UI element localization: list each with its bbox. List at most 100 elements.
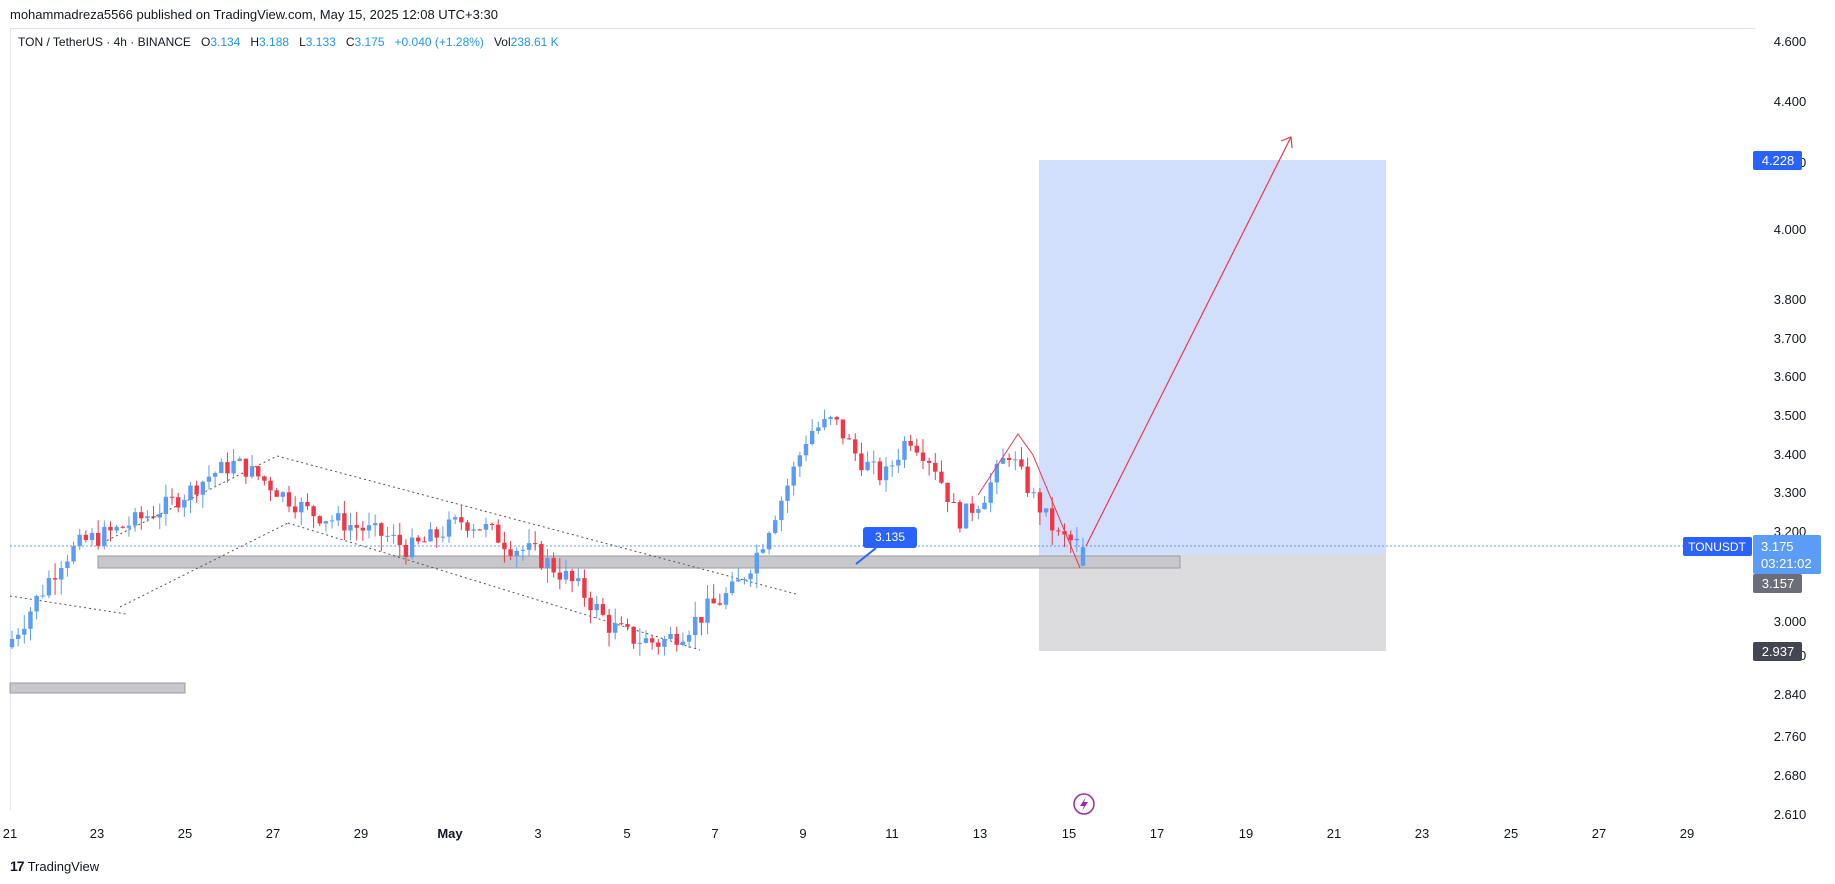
candle-body xyxy=(508,549,513,556)
price-tick: 4.400 xyxy=(1774,94,1807,109)
candle-body xyxy=(342,513,347,531)
candle-body xyxy=(243,458,249,477)
candle-body xyxy=(779,500,784,521)
candle-body xyxy=(840,419,846,439)
candle-body xyxy=(151,516,156,518)
tradingview-footer[interactable]: 17 TradingView xyxy=(10,858,99,874)
candle-body xyxy=(1043,508,1049,513)
candle-body xyxy=(219,462,224,474)
candle-body xyxy=(317,516,322,524)
candle-body xyxy=(526,543,532,550)
candle-body xyxy=(59,567,64,580)
last-price-label: 3.175 03:21:02 xyxy=(1753,535,1821,574)
legend-symbol[interactable]: TON / TetherUS · 4h · BINANCE xyxy=(18,35,191,49)
projection-arrow[interactable] xyxy=(1085,136,1292,547)
candle-body xyxy=(686,635,692,642)
candle-body xyxy=(496,524,501,543)
legend-high-label: H xyxy=(250,35,260,49)
candle-body xyxy=(963,503,969,529)
lightning-icon[interactable] xyxy=(1073,793,1095,815)
time-tick: 21 xyxy=(1327,826,1341,841)
tradingview-logo-icon: 17 xyxy=(10,858,25,874)
stop-zone[interactable] xyxy=(1039,555,1386,651)
candle-body xyxy=(22,628,27,635)
price-tick: 3.400 xyxy=(1774,447,1807,462)
candle-body xyxy=(717,603,723,605)
price-tick: 2.840 xyxy=(1774,687,1807,702)
price-tick: 3.500 xyxy=(1774,408,1807,423)
candle-body xyxy=(372,523,378,526)
candle-body xyxy=(766,532,772,550)
support-zone-lower[interactable] xyxy=(9,682,186,694)
legend-high: 3.188 xyxy=(259,35,290,49)
candle-body xyxy=(643,638,649,643)
candle-body xyxy=(422,541,427,543)
price-tick: 3.000 xyxy=(1774,614,1807,629)
svg-text:TONUSDT: TONUSDT xyxy=(1688,540,1746,554)
svg-text:2.937: 2.937 xyxy=(1762,644,1795,659)
channel-lines[interactable] xyxy=(9,455,797,651)
candle-body xyxy=(662,639,667,647)
time-tick: 19 xyxy=(1239,826,1253,841)
price-callout[interactable]: 3.135 xyxy=(855,527,917,565)
candle-body xyxy=(274,490,279,497)
support-zone-upper[interactable] xyxy=(97,555,1181,569)
candle-body xyxy=(1080,547,1086,566)
candle-body xyxy=(34,595,39,612)
candle-body xyxy=(145,516,150,519)
candle-body xyxy=(46,578,52,596)
candle-body xyxy=(157,513,162,518)
legend-open: 3.134 xyxy=(210,35,241,49)
candle-body xyxy=(637,642,643,644)
zigzag-line[interactable] xyxy=(977,433,1081,569)
candle-body xyxy=(114,526,119,531)
candle-body xyxy=(569,570,575,582)
candle-body xyxy=(1074,538,1080,541)
price-axis[interactable]: 4.6004.4004.2004.0003.8003.7003.6003.500… xyxy=(1774,34,1807,822)
candle-body xyxy=(551,557,556,573)
candle-body xyxy=(249,466,255,477)
candle-body xyxy=(169,496,175,498)
price-tick: 3.600 xyxy=(1774,369,1807,384)
candle-body xyxy=(1068,534,1073,541)
candle-body xyxy=(95,532,101,546)
candle-body xyxy=(803,443,809,456)
time-axis[interactable]: 21 23 25 27 29 May 3 5 7 9 11 13 15 17 19 21 23 25 27 29 xyxy=(3,826,1694,841)
candle-body xyxy=(711,598,716,604)
candle-body xyxy=(132,512,138,526)
channel-line-3 xyxy=(119,522,289,608)
candle-body xyxy=(102,526,107,546)
candle-body xyxy=(292,506,298,513)
target-zone[interactable] xyxy=(1039,160,1386,555)
candle-body xyxy=(926,460,932,463)
candle-body xyxy=(619,623,624,625)
candle-body xyxy=(348,525,353,531)
candle-body xyxy=(594,604,599,611)
candle-body xyxy=(828,417,833,419)
candle-body xyxy=(1031,492,1036,494)
svg-text:4.228: 4.228 xyxy=(1762,153,1795,168)
candle-body xyxy=(723,593,729,605)
price-tick: 4.000 xyxy=(1774,222,1807,237)
candle-body xyxy=(1025,466,1030,493)
candle-body xyxy=(502,542,507,550)
candle-body xyxy=(933,462,938,472)
candle-body xyxy=(1006,457,1012,461)
time-tick: 23 xyxy=(1415,826,1429,841)
candle-body xyxy=(797,455,803,467)
time-tick: 25 xyxy=(1504,826,1518,841)
candle-body xyxy=(52,578,58,580)
candle-body xyxy=(532,543,538,545)
candle-body xyxy=(582,578,587,598)
candle-body xyxy=(428,529,433,542)
candle-body xyxy=(237,458,242,461)
tradingview-brand: TradingView xyxy=(27,858,100,874)
channel-line-1 xyxy=(9,595,127,615)
price-tick: 2.760 xyxy=(1774,729,1807,744)
candle-body xyxy=(385,535,390,537)
candle-body xyxy=(403,544,409,558)
candle-body xyxy=(194,485,199,495)
candles[interactable] xyxy=(9,409,1086,656)
candle-body xyxy=(557,572,563,580)
